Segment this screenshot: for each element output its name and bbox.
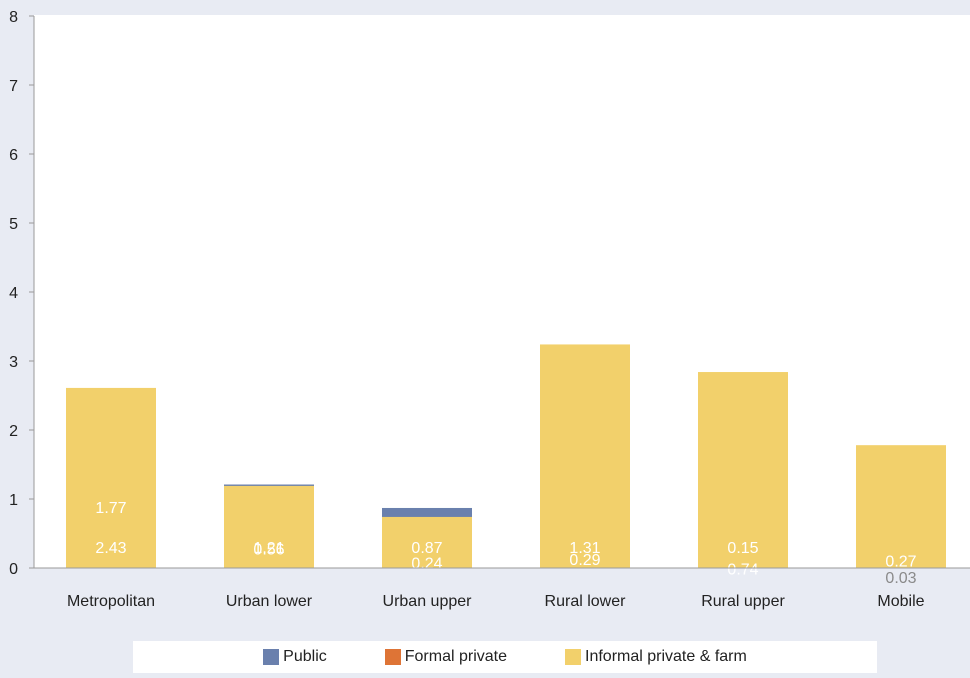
bar-segment [698, 372, 788, 568]
data-label: 0.27 [885, 553, 916, 570]
data-label: 0.24 [411, 555, 442, 572]
x-tick-label: Metropolitan [67, 593, 155, 610]
bar-segment [540, 344, 630, 568]
data-label: 1.21 [253, 540, 284, 557]
x-tick-label: Urban upper [383, 593, 473, 610]
y-tick-label: 3 [9, 354, 18, 371]
data-label: 0.29 [569, 552, 600, 569]
legend: Public Formal private Informal private &… [133, 641, 877, 673]
legend-swatch-informal-private-farm [565, 649, 581, 665]
plot-area [34, 15, 970, 568]
data-label: 0.74 [727, 562, 758, 579]
x-axis: Metropolitan Urban lower Urban upper Rural … [34, 567, 970, 610]
y-tick-label: 5 [9, 216, 18, 233]
data-label: 0.87 [411, 540, 442, 557]
data-label: 0.03 [885, 570, 916, 587]
legend-swatch-public [263, 649, 280, 665]
y-tick-label: 7 [9, 78, 18, 95]
data-label: 0.56 [253, 542, 284, 559]
data-label: 1.77 [95, 500, 126, 517]
x-tick-label: Rural upper [701, 593, 785, 610]
y-tick-label: 4 [9, 285, 18, 302]
bar-segment [382, 516, 472, 568]
legend-label-public: Public [283, 648, 327, 665]
data-label: 1.31 [569, 540, 600, 557]
y-tick-label: 6 [9, 147, 18, 164]
data-label: 2.43 [95, 540, 126, 557]
y-tick-label: 1 [9, 492, 18, 509]
y-axis: 0 1 2 3 4 5 6 7 8 [9, 9, 35, 578]
legend-swatch-formal-private [384, 649, 401, 665]
bar-segment [66, 387, 156, 568]
y-tick-label: 2 [9, 423, 18, 440]
legend-label-formal-private: Formal private [404, 648, 507, 665]
x-tick-label: Mobile [877, 593, 924, 610]
legend-item-formal-private: Formal private [384, 648, 507, 666]
x-tick-label: Urban lower [226, 593, 313, 610]
legend-item-informal-private-farm: Informal private & farm [565, 648, 747, 666]
y-tick-label: 0 [9, 561, 18, 578]
bar-segment [856, 445, 946, 568]
y-tick-label: 8 [9, 9, 18, 26]
legend-label-informal-private-farm: Informal private & farm [585, 648, 747, 665]
legend-item-public: Public [263, 648, 327, 666]
x-tick-label: Rural lower [545, 593, 627, 610]
bar-segment [224, 485, 314, 568]
data-label: 0.15 [727, 540, 758, 557]
bars [66, 344, 946, 568]
